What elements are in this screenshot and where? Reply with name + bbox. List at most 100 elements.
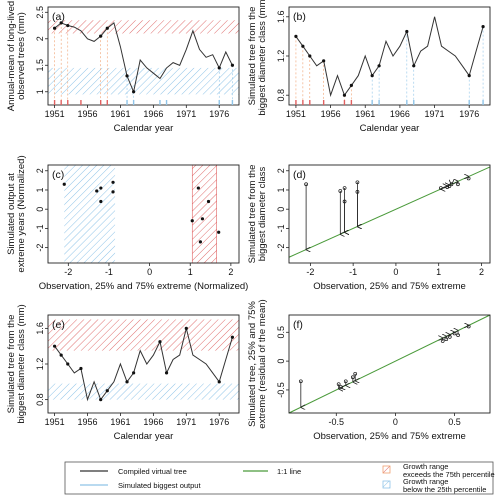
x-axis-label: Observation, 25% and 75% extreme (Normal… [39,281,249,292]
y-axis-label: Simulated output atextreme years (Normal… [6,155,27,272]
x-axis-label: Observation, 25% and 75% extreme [313,281,466,292]
data-point [230,335,235,339]
data-point [467,74,471,78]
data-point [95,189,99,193]
x-tick-label: 1951 [286,109,306,119]
data-point [125,380,129,384]
panel-label: (d) [293,169,306,181]
x-tick-label: 0.5 [448,417,461,427]
series-line [54,328,233,402]
panel-label: (c) [52,169,64,181]
panel-label: (b) [293,11,306,23]
data-point [200,217,205,221]
arrow-start-point [449,182,454,187]
panel-a: 1951 1956 1961 1966 1971 1976 1 1.5 2 2.5 (a) Calen… [6,1,240,134]
legend-label-lower-1: Growth range [403,477,448,486]
x-tick-label: 1976 [209,109,229,119]
data-point [196,186,200,190]
y-axis-label: Simulated tree from thebiggest diameter … [247,165,268,264]
x-tick-label: -2 [64,267,72,277]
data-point [322,59,326,63]
data-point [184,326,188,330]
data-point [111,190,115,194]
y-tick-label: -2 [35,244,45,252]
y-tick-label: 1.6 [35,322,45,335]
x-tick-label: 1976 [209,417,229,427]
data-point [99,199,103,204]
legend-label-11: 1:1 line [277,467,301,476]
data-point [301,44,305,48]
panel-e: 1951 1956 1961 1966 1971 1976 0.8 1.2 1.6 (e) Cale… [6,304,240,442]
plot-frame [47,164,240,264]
data-point [206,199,211,204]
data-point [66,362,70,366]
data-point [230,63,235,67]
panel-b: 1951 1956 1961 1966 1971 1976 0.8 1.2 1.6 (b) Cale… [247,0,491,134]
data-point [308,54,312,58]
data-point [79,366,83,371]
data-point [125,74,129,78]
data-point [190,219,194,223]
data-point [412,64,416,68]
data-point [342,93,347,97]
legend-label-upper-2: exceeds the 75th percentile [403,470,495,479]
band-lower [48,383,239,400]
x-tick-label: -2 [306,267,314,277]
data-point [99,398,103,402]
y-tick-label: 0.8 [35,393,45,406]
y-tick-label: 0 [276,207,286,212]
data-point [164,371,169,375]
data-point [59,21,63,25]
data-point [62,182,66,186]
x-tick-label: 1 [436,267,441,277]
x-tick-label: 1961 [110,417,130,427]
y-tick-label: 1 [276,187,286,192]
x-tick-label: 2 [228,267,233,277]
data-point [405,29,409,34]
data-point [66,23,70,28]
y-tick-label: 2 [35,168,45,173]
data-point [349,83,353,87]
panel-label: (e) [52,319,65,331]
data-point [158,340,162,344]
y-tick-label: 1.2 [276,50,286,63]
x-tick-label: 0 [147,267,152,277]
x-tick-label: -1 [349,267,357,277]
y-tick-label: 0.5 [276,326,286,339]
series-line [54,22,233,94]
x-tick-label: 1966 [390,109,410,119]
data-point [52,26,57,30]
legend-box-lower [382,480,391,489]
data-point [377,64,381,68]
data-point [198,240,202,244]
panel-c: -2 -1 0 1 2 -2 -1 0 1 2 (c) Observation, 25% and 75… [6,155,248,292]
x-tick-label: 1976 [459,109,479,119]
y-tick-label: 0 [35,207,45,212]
data-point [111,180,115,184]
plot-frame [288,314,491,414]
x-tick-label: 0 [393,417,398,427]
legend-label-biggest: Simulated biggest output [118,481,201,490]
x-tick-label: 1966 [143,417,163,427]
data-point [217,380,221,384]
one-to-one-line [288,166,491,258]
x-tick-label: 2 [479,267,484,277]
plot-frame [288,6,491,106]
band-upper [48,319,239,351]
y-tick-label: 1.2 [35,358,45,371]
x-axis-label: Calendar year [114,431,174,442]
plot-frame [47,6,240,106]
y-axis-label: Simulated tree, 25% and 75%extreme (resi… [247,299,268,428]
data-point [481,25,485,29]
y-tick-label: 1 [35,89,45,94]
legend-label-lower-2: below the 25th percentile [403,485,486,494]
y-tick-label: 1.6 [276,11,286,24]
data-point [217,230,221,234]
x-tick-label: 1961 [110,109,130,119]
legend: Compiled virtual tree Simulated biggest … [64,461,495,495]
legend-label-upper-1: Growth range [403,462,448,471]
band-lower-x [64,165,116,263]
band-upper-x [191,164,217,264]
